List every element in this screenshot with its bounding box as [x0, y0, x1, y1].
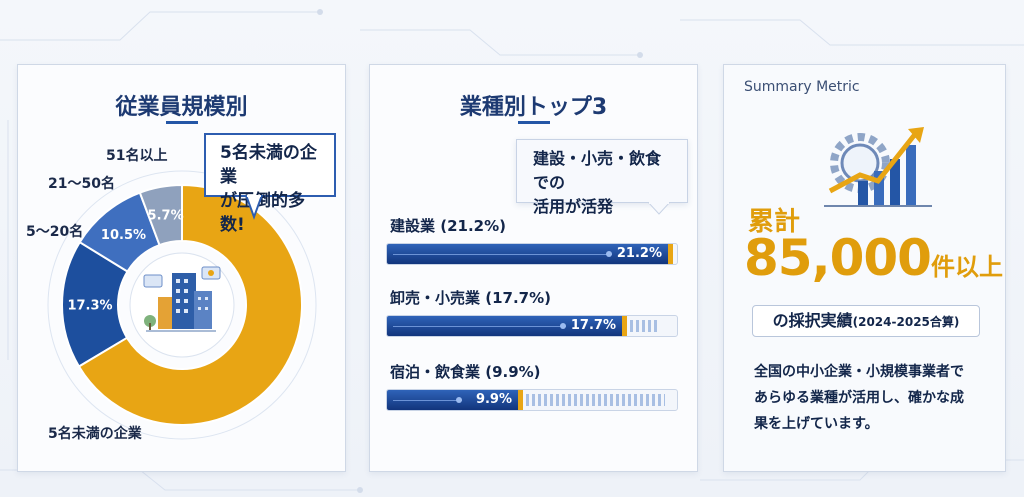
- gear-growth-chart-icon: [824, 127, 932, 207]
- donut-value-label-3: 10.5%: [101, 228, 146, 243]
- majority-callout: 5名未満の企業 が圧倒的多数!: [204, 133, 336, 235]
- big-number-row: 85,000件以上: [744, 229, 1003, 287]
- industry-callout: 建設・小売・飲食での 活用が活発: [516, 139, 688, 216]
- desc-line-1: 全国の中小企業・小規模事業者で: [754, 364, 964, 380]
- office-buildings-icon: [143, 266, 221, 332]
- summary-description: 全国の中小企業・小規模事業者で あらゆる業種が活用し、確かな成 果を上げています…: [754, 359, 994, 437]
- bar-glow-dot-3: [456, 397, 462, 403]
- summary-metric-card: Summary Metric 累計 85,000件以上 の採択実績(2024-2…: [723, 64, 1006, 472]
- majority-callout-line2: が圧倒的多数!: [220, 191, 305, 235]
- adoption-count-suffix: 件以上: [930, 253, 1003, 281]
- desc-line-3: 果を上げています。: [754, 416, 879, 432]
- bar-glow-dot-2: [560, 323, 566, 329]
- bar-glow-line-1: [393, 254, 612, 255]
- employee-size-title: 従業員規模別: [115, 95, 248, 120]
- employee-size-donut-chart: 17.3% 10.5%5.7%: [47, 170, 317, 440]
- cumulative-label: 累計: [748, 207, 801, 237]
- bar-category-label-1: 建設業 (21.2%): [390, 217, 506, 235]
- adoption-count: 85,000: [744, 229, 932, 287]
- desc-line-2: あらゆる業種が活用し、確かな成: [754, 390, 964, 406]
- industry-callout-line1: 建設・小売・飲食での: [533, 149, 662, 192]
- bar-fill-3: 9.9%: [387, 390, 523, 410]
- label-51-plus: 51名以上: [106, 148, 168, 164]
- industry-callout-line2: 活用が活発: [533, 197, 614, 216]
- title-underline: [518, 121, 550, 124]
- donut-segment-1: [77, 183, 303, 426]
- industry-top3-card: 業種別トップ3 建設・小売・飲食での 活用が活発 建設業 (21.2%) 21.2…: [369, 64, 698, 472]
- bar-category-label-2: 卸売・小売業 (17.7%): [390, 289, 551, 307]
- industry-top3-title: 業種別トップ3: [459, 95, 608, 120]
- label-under-5: 5名未満の企業: [48, 426, 142, 442]
- bar-value-label-1: 21.2%: [616, 246, 662, 261]
- label-5-20: 5〜20名: [26, 224, 84, 240]
- callout-pointer: [244, 195, 264, 220]
- bar-track-1: 21.2%: [386, 243, 678, 265]
- bar-fill-2: 17.7%: [387, 316, 627, 336]
- employee-size-card: 従業員規模別 17.3% 10.5% 5.7%: [17, 64, 346, 472]
- adoption-box: の採択実績(2024-2025合算): [752, 305, 980, 337]
- industry-bar-chart: 建設業 (21.2%) 21.2% 卸売・小売業 (17.7%) 17.7% 宿泊・飲食…: [370, 65, 699, 473]
- bar-remainder-ticks-3: [526, 394, 665, 406]
- bar-value-label-2: 17.7%: [570, 318, 616, 333]
- bar-category-label-3: 宿泊・飲食業 (9.9%): [390, 363, 541, 381]
- label-21-50: 21〜50名: [48, 176, 115, 192]
- adoption-main: の採択実績: [772, 311, 853, 330]
- bar-remainder-ticks-2: [630, 320, 658, 332]
- bar-fill-1: 21.2%: [387, 244, 673, 264]
- bar-track-3: 9.9%: [386, 389, 678, 411]
- bar-glow-line-2: [393, 326, 566, 327]
- callout-pointer: [647, 202, 671, 215]
- donut-value-label-2: 17.3%: [67, 298, 112, 313]
- majority-callout-line1: 5名未満の企業: [220, 143, 317, 187]
- bar-glow-dot-1: [606, 251, 612, 257]
- donut-value-label-4: 5.7%: [148, 208, 184, 223]
- bar-glow-line-3: [393, 400, 462, 401]
- adoption-period: (2024-2025合算): [852, 315, 960, 329]
- bar-value-label-3: 9.9%: [475, 392, 512, 407]
- bar-track-2: 17.7%: [386, 315, 678, 337]
- title-underline: [166, 121, 198, 124]
- summary-metric-header: Summary Metric: [744, 79, 860, 95]
